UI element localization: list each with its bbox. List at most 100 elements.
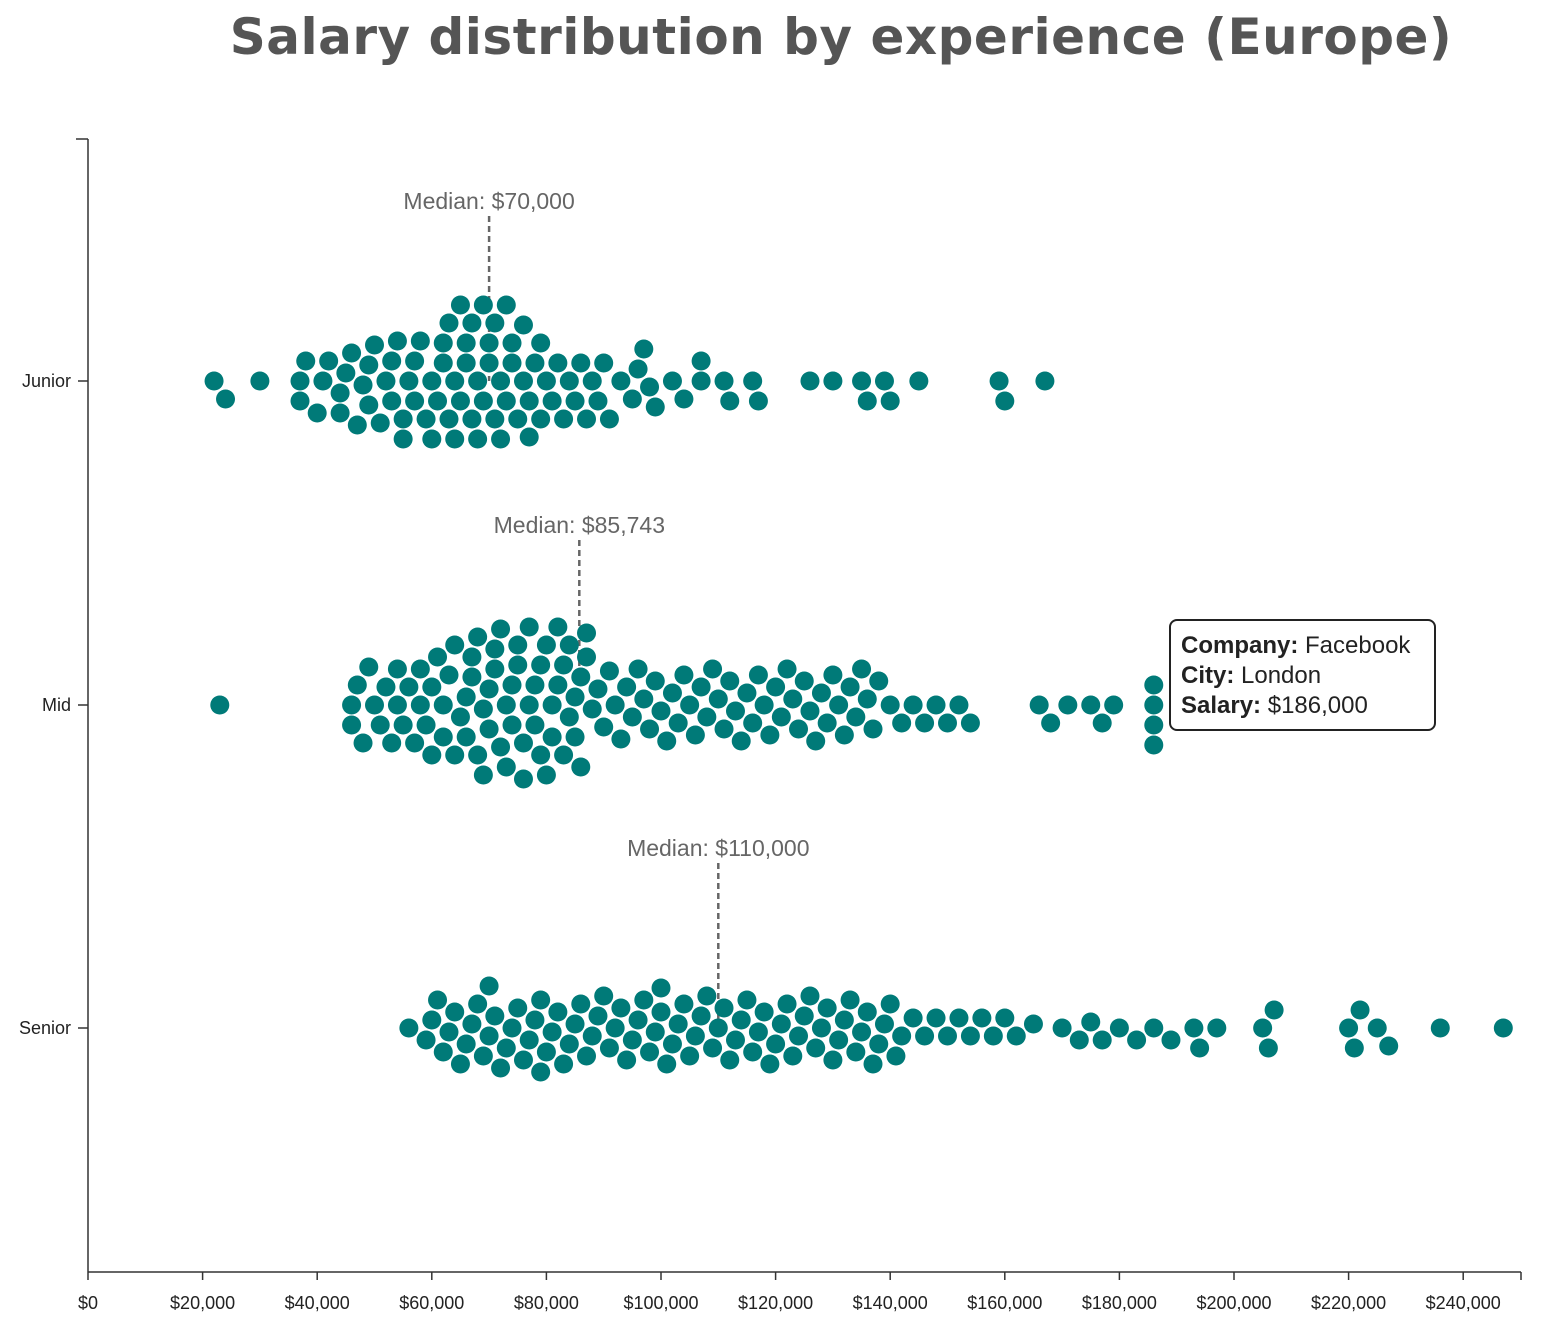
data-point [938,1026,957,1046]
data-point [1144,715,1164,735]
data-point [599,1038,619,1058]
data-point [1184,1018,1204,1038]
data-point [445,635,465,655]
data-point [634,689,654,709]
data-point [577,409,597,429]
data-point [525,675,545,695]
x-tick-label: $80,000 [514,1293,579,1313]
data-point [307,403,327,423]
data-point [720,1050,740,1070]
data-point [565,391,585,411]
data-point [1144,675,1164,695]
data-point [1127,1030,1147,1050]
x-tick-label: $220,000 [1311,1293,1386,1313]
data-point [347,675,367,695]
data-point [903,1008,923,1028]
tooltip: Company: Facebook City: London Salary: $… [1169,619,1436,731]
data-point [365,695,384,715]
data-point [513,1050,533,1070]
data-point [250,371,270,391]
data-point [697,707,717,727]
data-point [542,695,562,715]
data-point [926,695,946,715]
data-point [1029,695,1049,715]
data-point [789,1026,809,1046]
data-point [1092,1030,1112,1050]
data-point [554,745,574,765]
data-point [456,333,476,353]
data-point [479,719,499,739]
data-point [674,994,694,1014]
data-point [743,713,763,733]
data-point [496,295,516,315]
data-point [382,733,402,753]
data-point [359,355,379,375]
data-point [422,371,442,391]
data-point [737,683,757,703]
data-point [617,1050,637,1070]
x-tick-label: $240,000 [1426,1293,1501,1313]
data-point [445,371,465,391]
data-point [640,377,660,397]
data-point [691,371,711,391]
data-point [496,1038,516,1058]
data-point [491,619,511,639]
data-point [571,994,591,1014]
x-tick-label: $40,000 [285,1293,350,1313]
data-point [473,1046,493,1066]
data-point [542,391,562,411]
data-point [880,695,900,715]
data-point [410,695,430,715]
data-point [685,1026,705,1046]
data-point [834,1010,854,1030]
data-point [405,391,425,411]
data-point [651,1002,671,1022]
data-point [387,695,407,715]
data-point [846,707,866,727]
data-point [416,715,436,735]
data-point [473,295,493,315]
data-point [846,1042,866,1062]
data-point [811,683,831,703]
data-point [405,351,425,371]
data-point [513,769,533,789]
data-point [657,731,677,751]
data-point [542,727,562,747]
data-point [720,391,740,411]
data-point [874,371,894,391]
data-point [508,409,528,429]
data-point [1493,1018,1513,1038]
data-point [823,665,843,685]
data-point [1069,1030,1089,1050]
data-point [691,1006,711,1026]
data-point [703,659,723,679]
data-point [983,1026,1003,1046]
data-point [462,409,482,429]
median-label: Median: $85,743 [494,512,665,538]
data-point [915,713,935,733]
data-point [445,745,465,765]
tooltip-city-label: City: [1181,662,1235,689]
data-point [468,994,488,1014]
data-point [857,1002,877,1022]
data-point [502,675,522,695]
data-point [468,745,488,765]
data-point [554,655,574,675]
data-point [422,745,442,765]
data-point [731,731,751,751]
data-point [531,333,551,353]
data-point [869,1034,889,1054]
data-point [422,1010,442,1030]
data-point [915,1026,935,1046]
data-point [216,389,236,409]
data-point [559,635,579,655]
data-point [789,719,809,739]
data-point [829,1030,849,1050]
x-tick-label: $0 [78,1293,98,1313]
data-point [1041,713,1061,733]
data-point [754,695,774,715]
data-point [508,655,528,675]
data-point [960,713,980,733]
data-point [806,731,826,751]
